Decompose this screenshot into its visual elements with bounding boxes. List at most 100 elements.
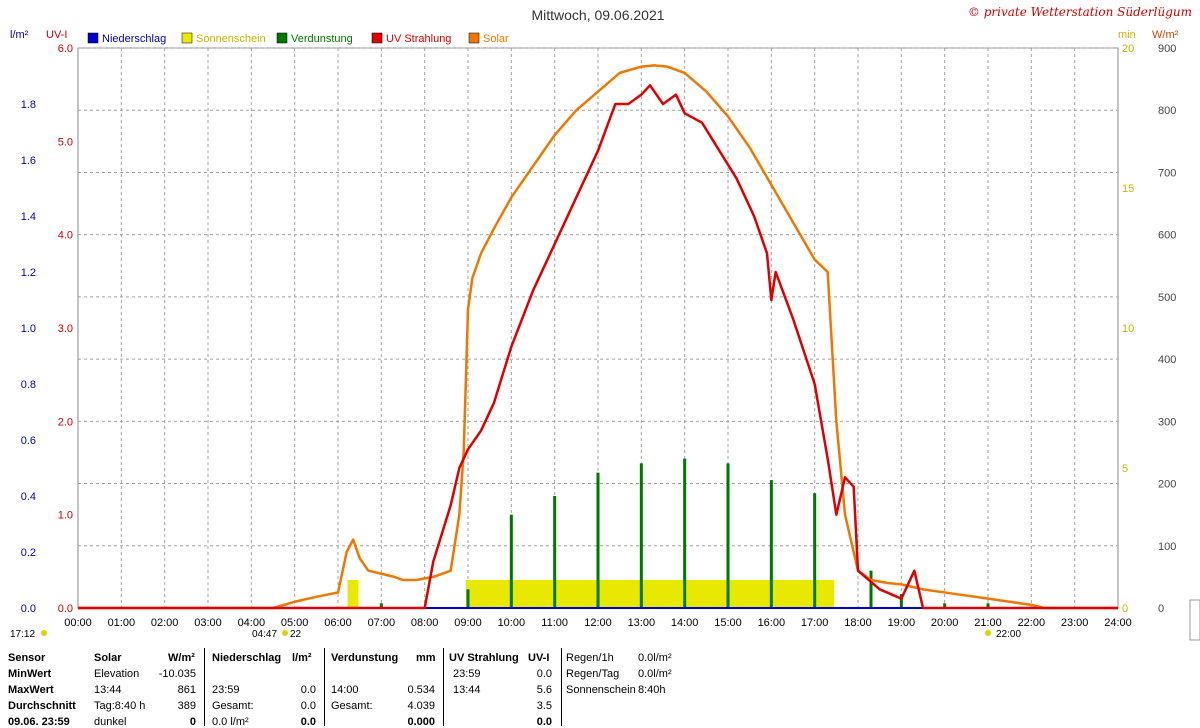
evaporation-bar — [683, 458, 687, 608]
solar-tick-label: 700 — [1158, 167, 1176, 179]
sun-icon — [282, 630, 288, 636]
stats-header-solar-unit: W/m² — [168, 652, 195, 664]
copyright-text: © private Wetterstation Süderlügum — [968, 5, 1192, 19]
x-tick-label: 16:00 — [758, 617, 786, 629]
unit-precip: l/m² — [10, 29, 29, 41]
moon-icon — [41, 630, 47, 636]
evaporation-bar — [943, 603, 947, 608]
precip-tick-label: 0.0 — [21, 603, 36, 615]
uv-tick-label: 4.0 — [58, 230, 73, 242]
legend-swatch — [371, 32, 383, 44]
weather-chart: Mittwoch, 09.06.2021 © private Wettersta… — [10, 5, 1200, 641]
solar-tick-label: 300 — [1158, 416, 1176, 428]
uv-line — [78, 84, 1118, 610]
solar-tick-label: 400 — [1158, 354, 1176, 366]
x-tick-label: 02:00 — [151, 617, 179, 629]
stats-header-uv-unit: UV-I — [528, 652, 550, 664]
extra-value: 8:40h — [638, 684, 666, 696]
evaporation-bar — [553, 496, 557, 608]
stats-cell: dunkel — [94, 716, 127, 728]
x-tick-label: 21:00 — [974, 617, 1002, 629]
precip-tick-label: 1.4 — [21, 211, 36, 223]
stats-cell: -10.035 — [158, 668, 196, 680]
legend-swatch — [87, 32, 99, 44]
stats-cell: 0.0 — [300, 684, 316, 696]
uv-tick-label: 5.0 — [58, 136, 73, 148]
sunshine-block — [465, 580, 835, 608]
legend-label: Verdunstung — [291, 33, 353, 45]
stats-divider — [324, 648, 325, 726]
x-tick-label: 03:00 — [194, 617, 222, 629]
stats-cell: Elevation — [94, 668, 140, 680]
solar-line — [78, 64, 1118, 610]
x-tick-label: 22:00 — [1018, 617, 1046, 629]
x-tick-label: 08:00 — [411, 617, 439, 629]
x-tick-label: 07:00 — [368, 617, 396, 629]
x-tick-label: 13:00 — [628, 617, 656, 629]
stats-row-label: 09.06. 23:59 — [8, 716, 70, 728]
stats-cell: 13:44 — [453, 684, 481, 696]
legend: Niederschlag Sonnenschein Verdunstung UV St… — [87, 32, 509, 45]
stats-cell: 4.039 — [407, 700, 435, 712]
stats-divider — [561, 648, 562, 726]
unit-sunshine: min — [1118, 29, 1136, 41]
evaporation-bar — [379, 603, 383, 608]
solar-tick-label: 900 — [1158, 43, 1176, 55]
stats-header-precip-unit: l/m² — [292, 652, 312, 664]
evaporation-bar — [639, 463, 643, 608]
stats-divider — [204, 648, 205, 726]
unit-uv: UV-I — [46, 29, 67, 41]
axes: 0.0 0.2 0.4 0.6 0.8 1.0 1.2 1.4 1.6 1.8 0.0 1.0 2.0 3… — [21, 43, 1177, 629]
precip-tick-label: 0.8 — [21, 379, 36, 391]
solar-tick-label: 500 — [1158, 292, 1176, 304]
stats-cell: Gesamt: — [331, 700, 373, 712]
solar-tick-label: 600 — [1158, 230, 1176, 242]
precip-tick-label: 0.6 — [21, 435, 36, 447]
sunrise-label: 04:47 — [252, 629, 277, 640]
stats-cell: 0.0 l/m² — [212, 716, 249, 728]
stats-header-uv: UV Strahlung — [449, 652, 519, 664]
precip-tick-label: 1.2 — [21, 267, 36, 279]
extra-label: Regen/1h — [566, 652, 614, 664]
legend-label: Sonnenschein — [196, 33, 266, 45]
x-tick-label: 06:00 — [324, 617, 352, 629]
x-tick-label: 10:00 — [498, 617, 526, 629]
stats-header-solar: Solar — [94, 652, 122, 664]
evaporation-bar — [726, 463, 730, 608]
solar-tick-label: 200 — [1158, 479, 1176, 491]
solar-tick-label: 100 — [1158, 541, 1176, 553]
x-tick-label: 23:00 — [1061, 617, 1089, 629]
stats-header-evap: Verdunstung — [331, 652, 399, 664]
x-tick-label: 14:00 — [671, 617, 699, 629]
stats-cell: 0.534 — [407, 684, 435, 696]
x-tick-label: 00:00 — [64, 617, 92, 629]
sunset-label: 22:00 — [996, 629, 1021, 640]
line-layer — [78, 64, 1118, 610]
chart-title: Mittwoch, 09.06.2021 — [531, 7, 664, 23]
legend-swatch — [276, 32, 288, 44]
stats-header-sensor: Sensor — [8, 652, 46, 664]
sunshine-tick-label: 0 — [1122, 603, 1128, 615]
legend-swatch — [468, 32, 480, 44]
legend-swatch — [181, 32, 193, 44]
sunshine-tick-label: 5 — [1122, 463, 1128, 475]
precip-tick-label: 1.0 — [21, 323, 36, 335]
uv-tick-label: 3.0 — [58, 323, 73, 335]
x-tick-label: 04:00 — [238, 617, 266, 629]
moonrise-label: 17:12 — [10, 629, 35, 640]
x-tick-label: 19:00 — [888, 617, 916, 629]
legend-label: Solar — [483, 33, 509, 45]
stats-cell: 389 — [177, 700, 196, 712]
stats-cell: 0.000 — [407, 716, 435, 728]
scroll-indicator[interactable] — [1189, 599, 1200, 641]
legend-label: UV Strahlung — [386, 33, 451, 45]
stats-cell: 0 — [189, 716, 196, 728]
stats-cell: 5.6 — [536, 684, 552, 696]
unit-solar: W/m² — [1152, 29, 1179, 41]
solar-tick-label: 0 — [1158, 603, 1164, 615]
stats-cell: 0.0 — [300, 700, 316, 712]
stats-cell: 0.0 — [536, 716, 552, 728]
stats-cell: Tag:8:40 h — [94, 700, 146, 712]
evaporation-bar — [596, 472, 600, 608]
x-tick-label: 15:00 — [714, 617, 742, 629]
